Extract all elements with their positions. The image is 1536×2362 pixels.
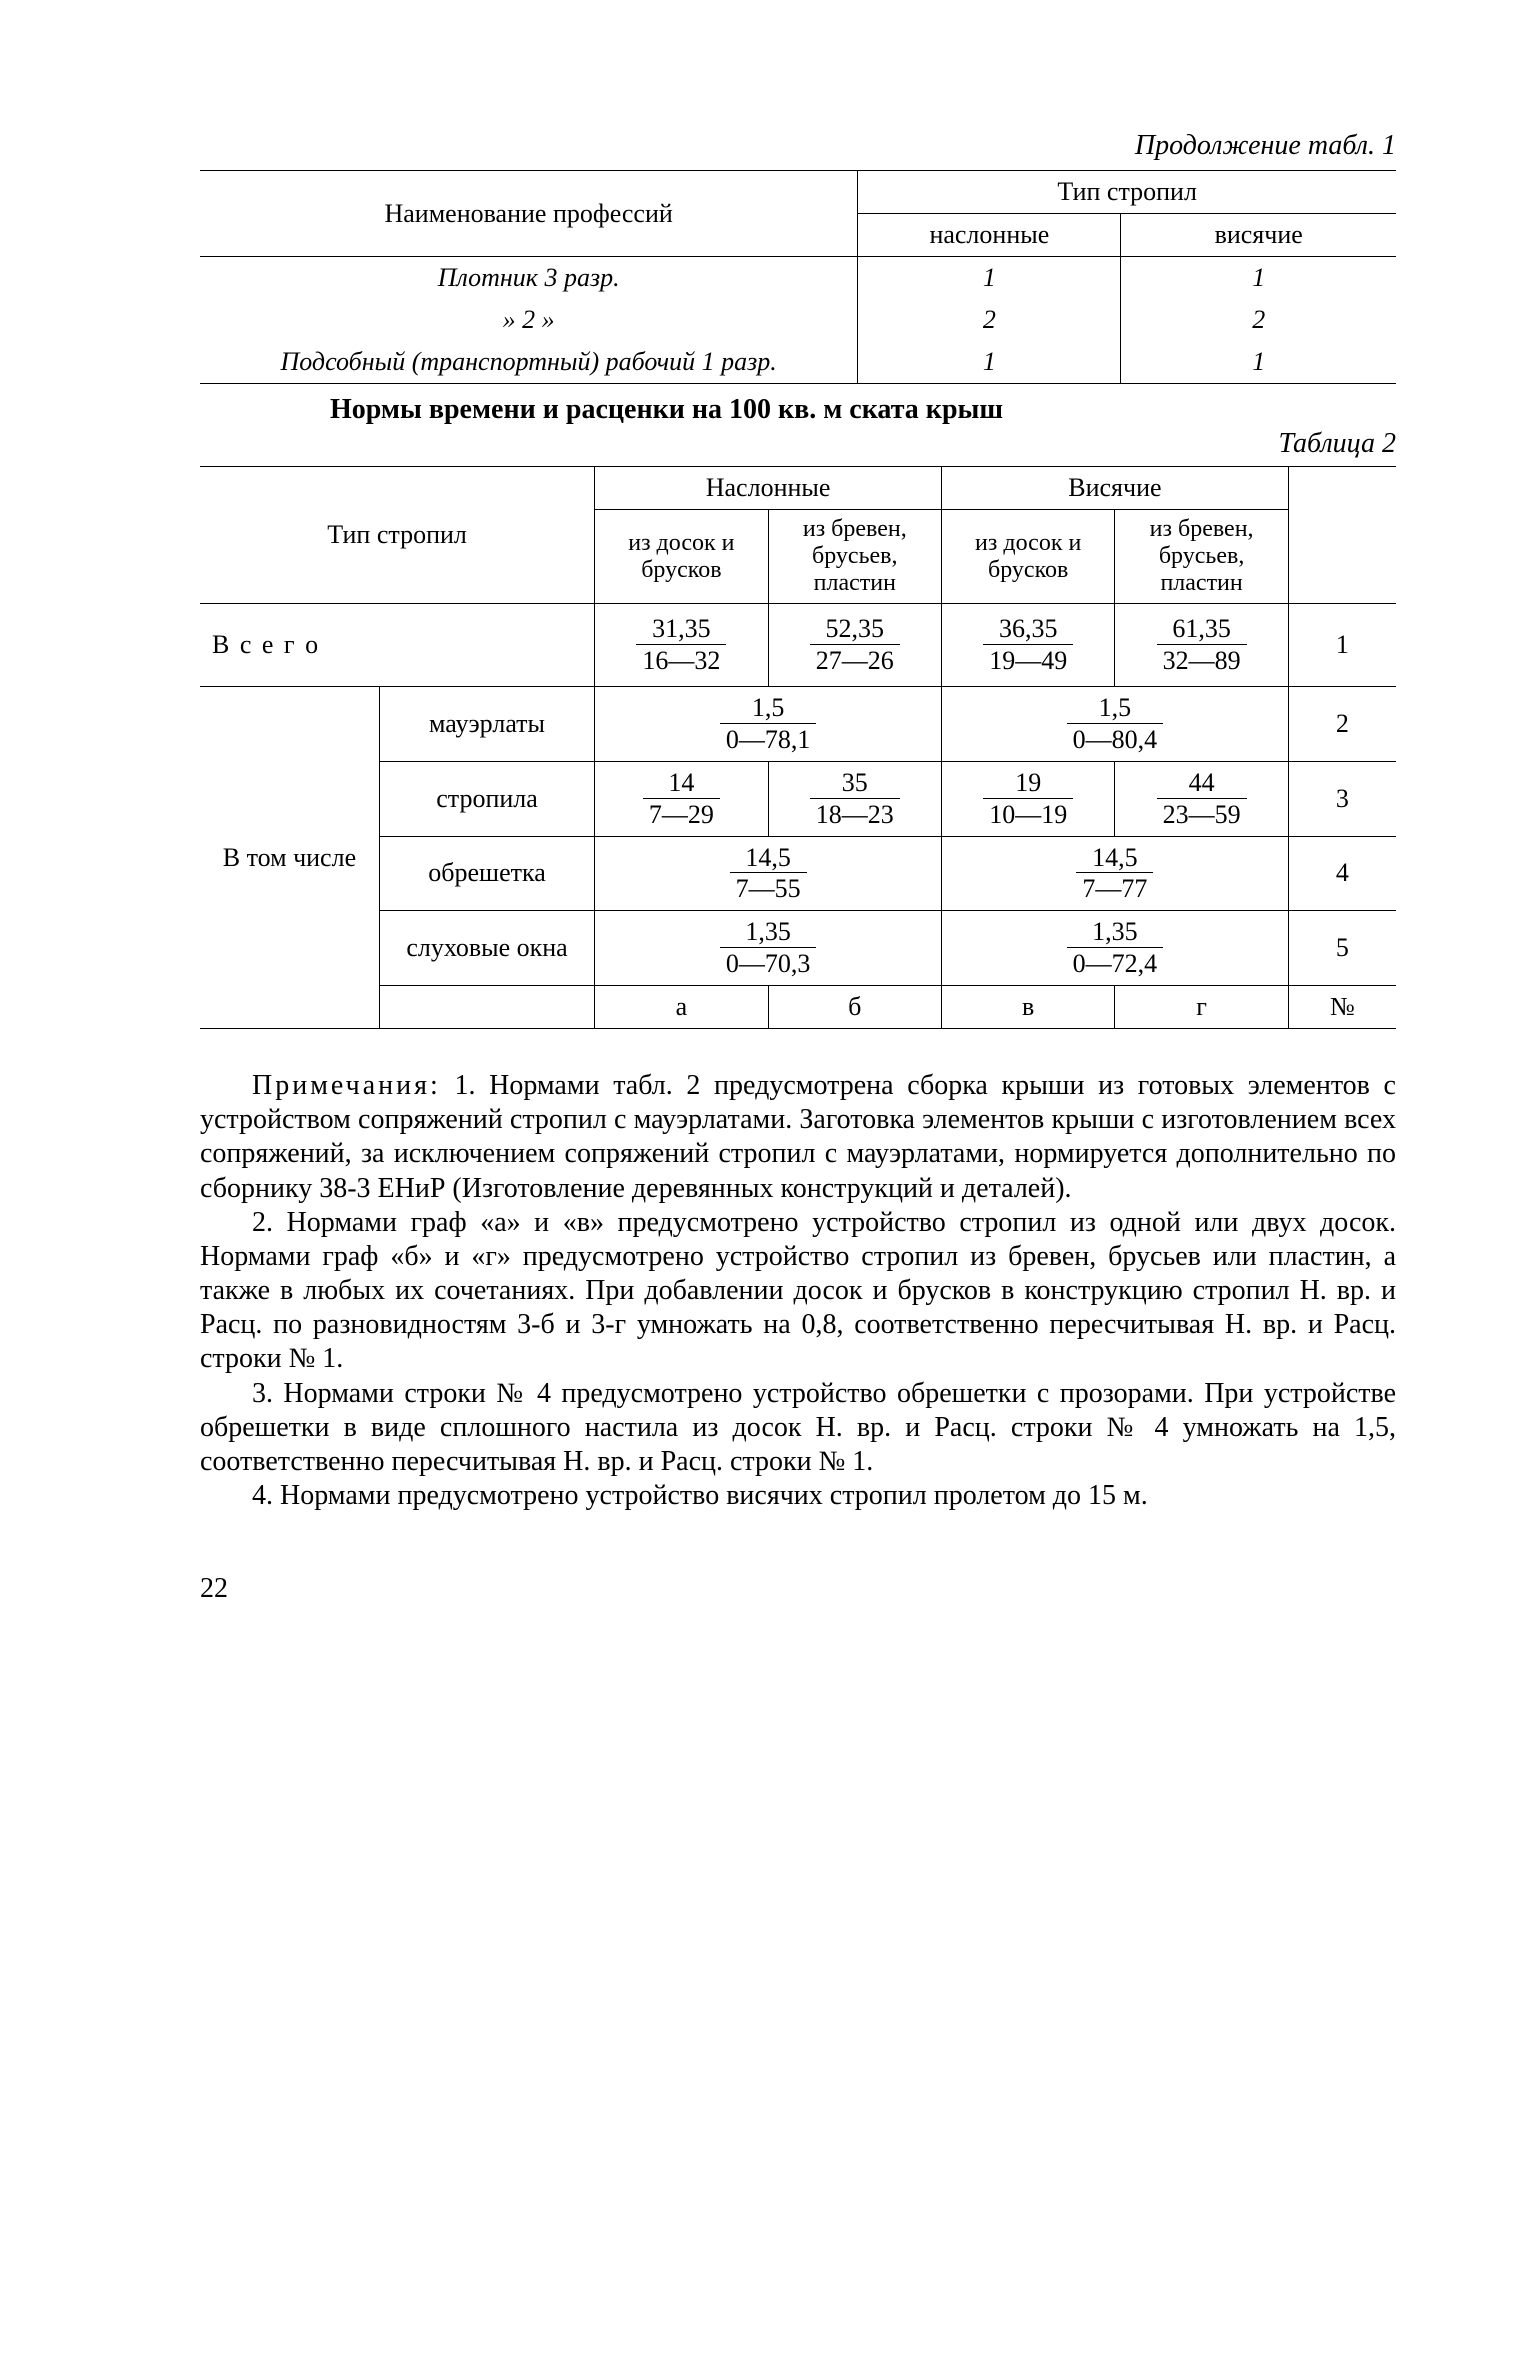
t2-sub-c: из досок и брусков (941, 510, 1114, 604)
t1-row1-name: » 2 » (200, 299, 858, 341)
t2-sub-d: из бревен, брусьев, пластин (1115, 510, 1288, 604)
notes-block: Примечания: 1. Нормами табл. 2 предусмот… (200, 1069, 1396, 1513)
t2-row-including: В том числе (200, 687, 379, 1029)
t1-row0-nas: 1 (858, 257, 1121, 300)
t2-r5-vis: 1,350—72,4 (1067, 917, 1164, 979)
t2-sub-mauerlaty: мауэрлаты (379, 687, 594, 762)
t1-row2-name: Подсобный (транспортный) рабочий 1 разр. (200, 341, 858, 384)
t2-letter-g: г (1115, 986, 1288, 1029)
t2-letter-num: № (1288, 986, 1396, 1029)
t2-r4-nas: 14,57—55 (730, 843, 807, 905)
notes-p4: 4. Нормами предусмотрено устройство вися… (200, 1479, 1396, 1513)
t1-header-type: Тип стропил (858, 171, 1396, 214)
t2-sub-b: из бревен, брусьев, пластин (768, 510, 941, 604)
t2-total-1: 52,3527—26 (810, 614, 900, 676)
t2-num-1: 1 (1288, 604, 1396, 687)
notes-lead: Примечания: (252, 1070, 441, 1101)
t1-row1-vis: 2 (1121, 299, 1396, 341)
t1-row1-nas: 2 (858, 299, 1121, 341)
continuation-label: Продолжение табл. 1 (200, 130, 1396, 162)
t2-letter-a: а (595, 986, 768, 1029)
t2-header-type: Тип стропил (200, 467, 595, 604)
t2-r3-1: 3518—23 (810, 768, 900, 830)
t2-r4-vis: 14,57—77 (1076, 843, 1153, 905)
table2-caption: Таблица 2 (200, 428, 1396, 460)
t2-num-3: 3 (1288, 761, 1396, 836)
t2-r3-3: 4423—59 (1157, 768, 1247, 830)
t2-r2-vis: 1,50—80,4 (1067, 693, 1164, 755)
t2-header-visyachie: Висячие (941, 467, 1288, 510)
t2-r3-0: 147—29 (643, 768, 720, 830)
t2-total-2: 36,3519—49 (983, 614, 1073, 676)
notes-p2: 2. Нормами граф «а» и «в» предусмотрено … (200, 1206, 1396, 1377)
t2-letter-v: в (941, 986, 1114, 1029)
notes-p3: 3. Нормами строки № 4 предусмотрено устр… (200, 1377, 1396, 1479)
t1-row0-name: Плотник 3 разр. (200, 257, 858, 300)
t2-sub-sluhovye: слуховые окна (379, 911, 594, 986)
t1-sub-visyachie: висячие (1121, 214, 1396, 257)
t2-r2-nas: 1,50—78,1 (720, 693, 817, 755)
t1-row2-nas: 1 (858, 341, 1121, 384)
page-number: 22 (200, 1573, 1396, 1605)
t2-num-5: 5 (1288, 911, 1396, 986)
t1-header-profession: Наименование профессий (200, 171, 858, 257)
t2-sub-obreshetka: обрешетка (379, 836, 594, 911)
t2-sub-a: из досок и брусков (595, 510, 768, 604)
t2-letter-b: б (768, 986, 941, 1029)
t2-sub-stropila: стропила (379, 761, 594, 836)
t2-r3-2: 1910—19 (983, 768, 1073, 830)
t1-row0-vis: 1 (1121, 257, 1396, 300)
t2-total-3: 61,3532—89 (1157, 614, 1247, 676)
table-2-norms: Тип стропил Наслонные Висячие из досок и… (200, 466, 1396, 1029)
norms-title: Нормы времени и расценки на 100 кв. м ск… (330, 394, 1396, 426)
t2-num-4: 4 (1288, 836, 1396, 911)
t1-row2-vis: 1 (1121, 341, 1396, 384)
t2-row-total: В с е г о (200, 604, 595, 687)
t2-total-0: 31,3516—32 (636, 614, 726, 676)
t2-num-2: 2 (1288, 687, 1396, 762)
table-1-professions: Наименование профессий Тип стропил насло… (200, 170, 1396, 384)
t2-r5-nas: 1,350—70,3 (720, 917, 817, 979)
t1-sub-naslonnye: наслонные (858, 214, 1121, 257)
t2-header-naslonnye: Наслонные (595, 467, 942, 510)
